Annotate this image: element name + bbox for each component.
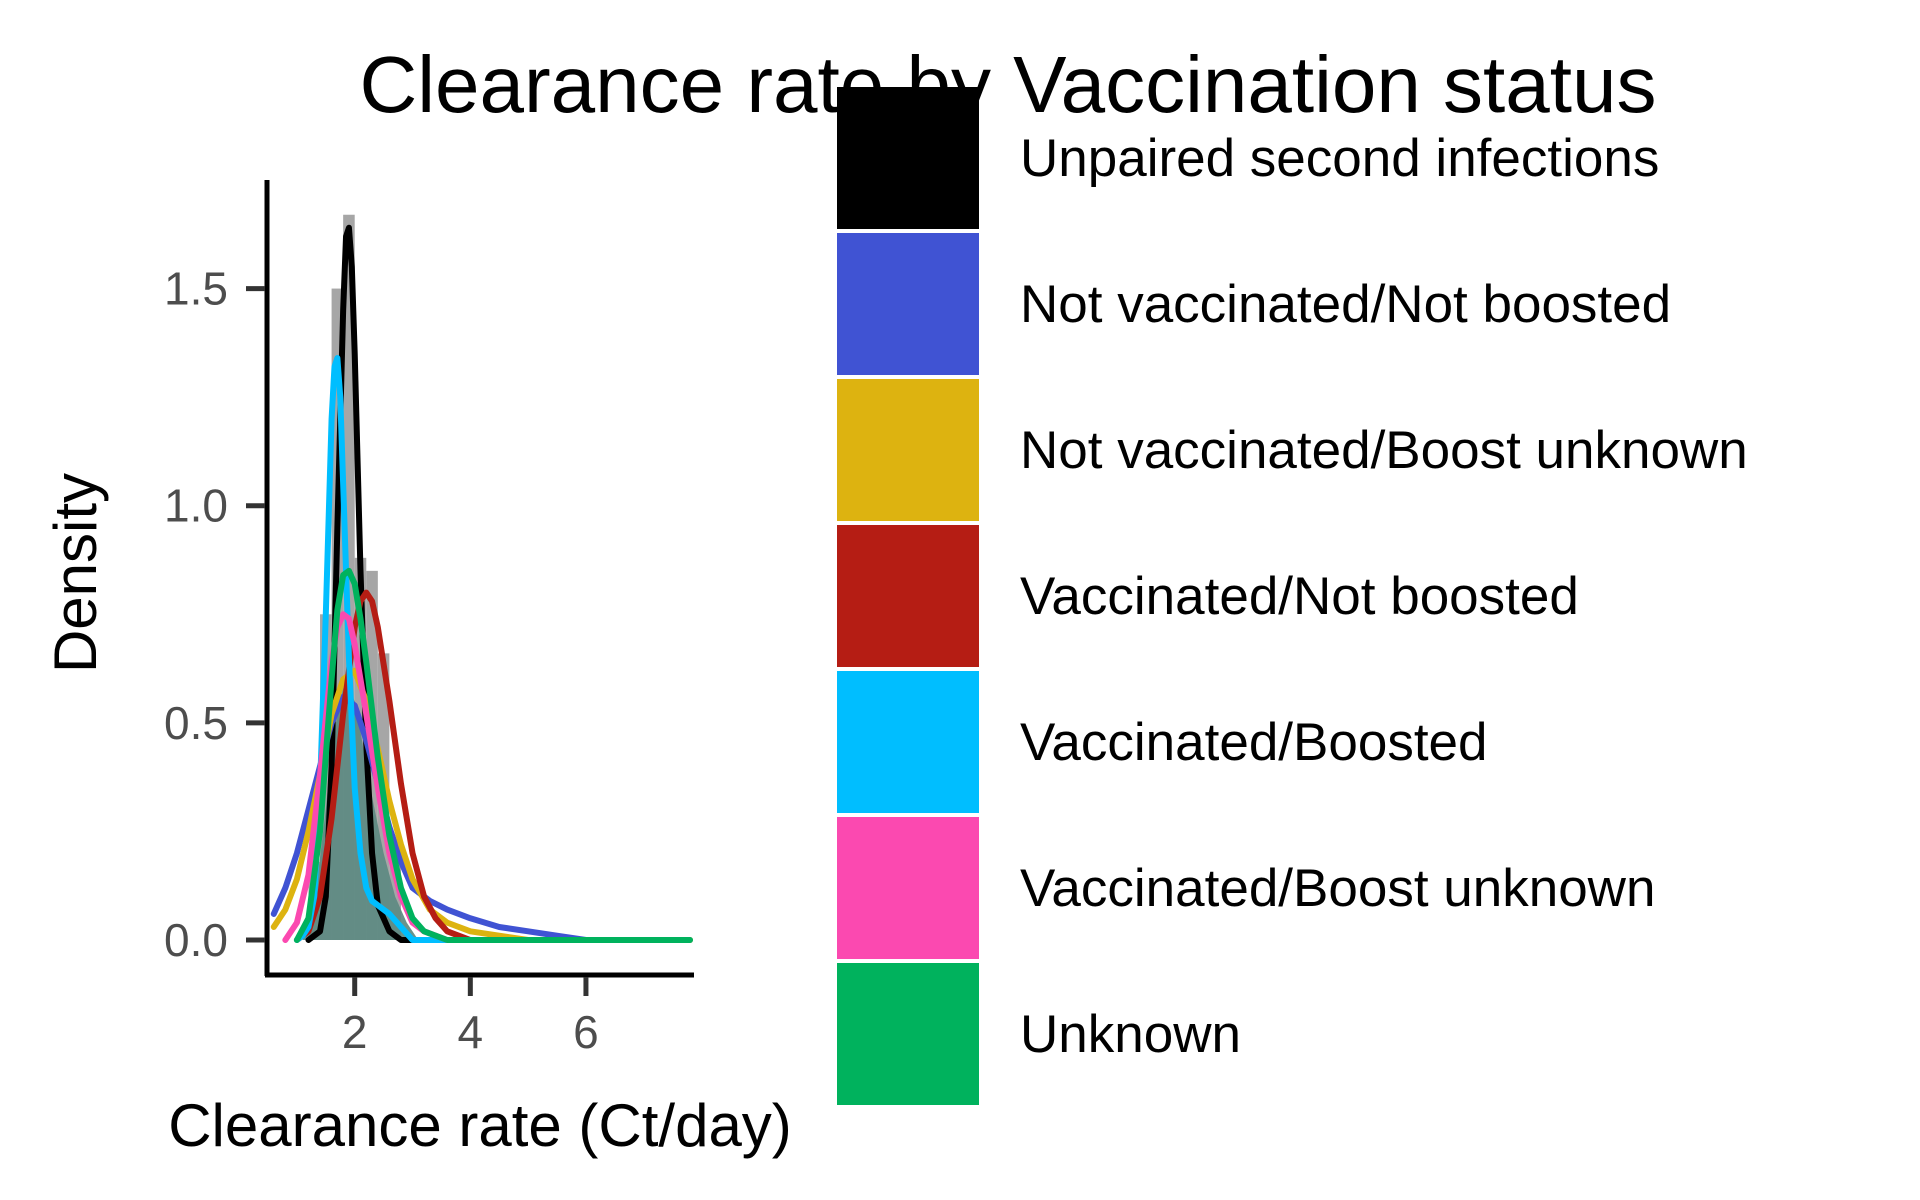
legend-swatch	[835, 669, 981, 815]
legend-swatch	[835, 523, 981, 669]
legend-label: Unknown	[1020, 1005, 1241, 1064]
legend-swatch	[835, 377, 981, 523]
legend-label: Unpaired second infections	[1020, 129, 1659, 188]
legend-swatch	[835, 961, 981, 1107]
y-axis-title: Density	[42, 473, 109, 673]
legend-swatch	[835, 815, 981, 961]
density-line-series-6	[293, 567, 693, 943]
legend: Unpaired second infections Not vaccinated…	[835, 85, 1748, 1107]
x-tick-label: 6	[573, 1006, 599, 1058]
density-line-series-3	[293, 589, 503, 943]
legend-label: Not vaccinated/Not boosted	[1020, 275, 1671, 334]
density-line-series-1	[270, 693, 693, 943]
x-axis-title: Clearance rate (Ct/day)	[168, 1092, 792, 1159]
legend-label: Vaccinated/Not boosted	[1020, 567, 1579, 626]
y-tick-label: 0.5	[164, 697, 228, 749]
legend-label: Not vaccinated/Boost unknown	[1020, 421, 1748, 480]
y-tick-label: 1.0	[164, 480, 228, 532]
legend-label: Vaccinated/Boosted	[1020, 713, 1488, 772]
axis-ticks: 0.0 0.5 1.0 1.5 2 4 6	[164, 263, 599, 1058]
y-tick-label: 0.0	[164, 914, 228, 966]
chart-title: Clearance rate by Vaccination status	[360, 40, 1657, 129]
x-tick-label: 4	[458, 1006, 484, 1058]
plot-marks	[270, 214, 693, 943]
density-line-series-2	[270, 667, 693, 943]
legend-label: Vaccinated/Boost unknown	[1020, 859, 1655, 918]
y-tick-label: 1.5	[164, 263, 228, 315]
legend-swatch	[835, 85, 981, 231]
x-tick-label: 2	[342, 1006, 368, 1058]
histogram-bar	[389, 844, 401, 940]
legend-swatch	[835, 231, 981, 377]
